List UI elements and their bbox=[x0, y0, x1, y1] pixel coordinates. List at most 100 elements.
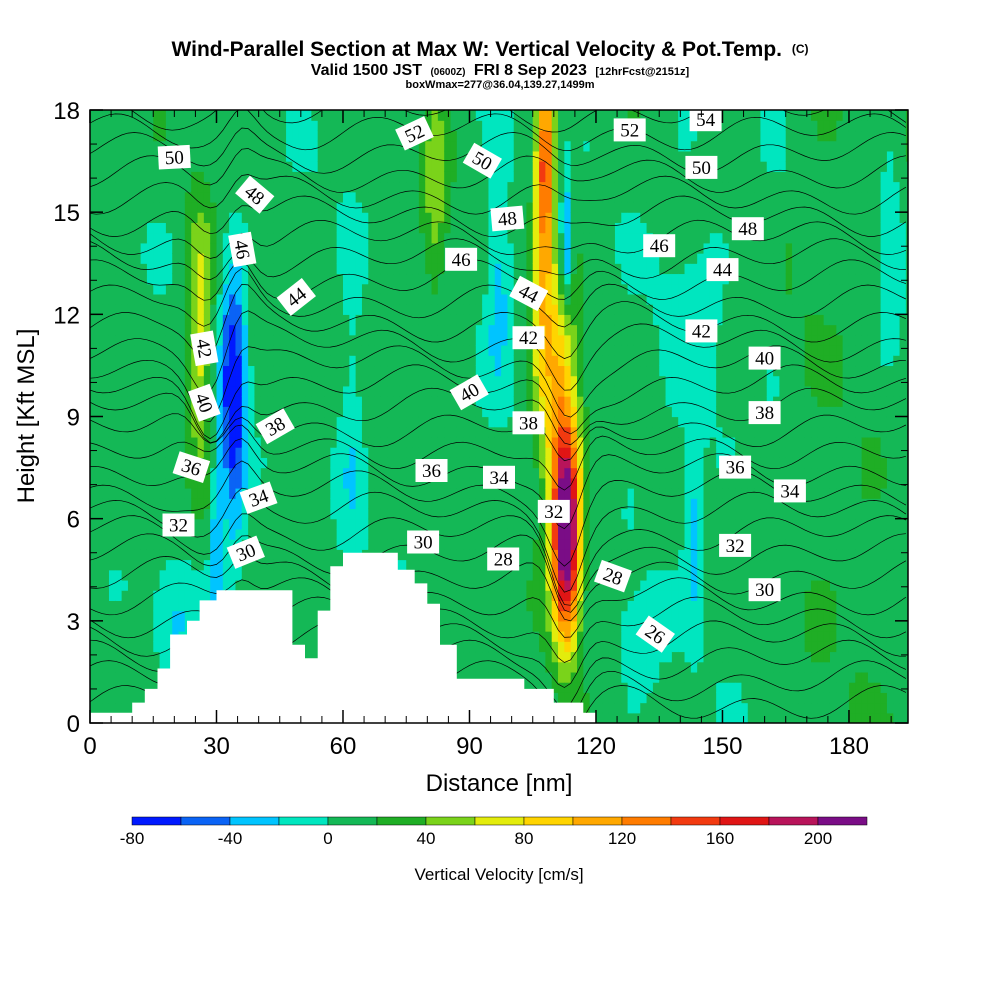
velocity-cell bbox=[526, 201, 534, 213]
velocity-cell bbox=[564, 375, 572, 387]
velocity-cell bbox=[355, 150, 363, 162]
velocity-cell bbox=[361, 488, 369, 499]
velocity-cell bbox=[482, 569, 490, 581]
velocity-cell bbox=[532, 263, 540, 275]
velocity-cell bbox=[273, 140, 281, 152]
velocity-cell bbox=[197, 181, 205, 193]
velocity-cell bbox=[178, 130, 186, 142]
velocity-cell bbox=[108, 467, 116, 479]
velocity-cell bbox=[279, 242, 287, 254]
velocity-cell bbox=[488, 498, 496, 510]
velocity-cell bbox=[589, 631, 597, 642]
velocity-cell bbox=[589, 253, 597, 264]
velocity-cell bbox=[488, 120, 496, 132]
velocity-cell bbox=[532, 579, 540, 591]
velocity-cell bbox=[134, 375, 142, 387]
velocity-cell bbox=[210, 273, 218, 285]
velocity-cell bbox=[96, 385, 104, 397]
velocity-cell bbox=[463, 344, 471, 356]
velocity-cell bbox=[463, 191, 471, 203]
velocity-cell bbox=[146, 365, 154, 377]
velocity-cell bbox=[475, 171, 483, 183]
velocity-cell bbox=[96, 324, 104, 336]
velocity-cell bbox=[583, 702, 591, 714]
velocity-cell bbox=[184, 355, 192, 367]
velocity-cell bbox=[608, 590, 616, 601]
velocity-cell bbox=[425, 344, 433, 356]
velocity-cell bbox=[494, 181, 502, 193]
velocity-cell bbox=[463, 324, 471, 336]
velocity-cell bbox=[551, 559, 559, 571]
velocity-cell bbox=[444, 314, 452, 326]
velocity-cell bbox=[412, 385, 420, 397]
velocity-cell bbox=[406, 283, 414, 295]
velocity-cell bbox=[450, 181, 458, 193]
velocity-cell bbox=[545, 590, 553, 601]
velocity-cell bbox=[583, 304, 591, 315]
velocity-cell bbox=[127, 651, 135, 663]
velocity-cell bbox=[146, 263, 154, 275]
velocity-cell bbox=[475, 273, 483, 285]
velocity-cell bbox=[121, 365, 129, 377]
velocity-cell bbox=[425, 447, 433, 458]
velocity-cell bbox=[292, 426, 300, 438]
velocity-cell bbox=[488, 304, 496, 315]
velocity-cell bbox=[526, 528, 534, 540]
velocity-cell bbox=[134, 539, 142, 550]
velocity-cell bbox=[102, 120, 110, 132]
velocity-cell bbox=[520, 610, 528, 622]
velocity-cell bbox=[349, 140, 357, 152]
velocity-cell bbox=[520, 304, 528, 315]
velocity-cell bbox=[602, 120, 610, 132]
velocity-cell bbox=[387, 385, 395, 397]
velocity-cell bbox=[374, 314, 382, 326]
velocity-cell bbox=[539, 171, 546, 183]
velocity-cell bbox=[153, 375, 161, 387]
velocity-cell bbox=[134, 344, 142, 356]
velocity-cell bbox=[602, 232, 610, 244]
velocity-cell bbox=[570, 232, 578, 244]
velocity-cell bbox=[437, 232, 445, 244]
velocity-cell bbox=[526, 130, 534, 142]
velocity-cell bbox=[399, 171, 407, 183]
velocity-cell bbox=[172, 293, 180, 305]
velocity-cell bbox=[165, 426, 173, 438]
velocity-cell bbox=[108, 508, 116, 520]
velocity-cell bbox=[254, 396, 262, 407]
velocity-cell bbox=[115, 365, 123, 377]
velocity-cell bbox=[501, 273, 509, 285]
velocity-cell bbox=[121, 181, 129, 193]
velocity-cell bbox=[210, 508, 218, 520]
velocity-cell bbox=[102, 610, 110, 622]
velocity-cell bbox=[545, 110, 553, 121]
velocity-cell bbox=[153, 488, 161, 499]
velocity-cell bbox=[235, 130, 243, 142]
velocity-cell bbox=[342, 242, 350, 254]
velocity-cell bbox=[577, 161, 584, 172]
velocity-cell bbox=[469, 232, 477, 244]
velocity-cell bbox=[210, 171, 218, 183]
velocity-cell bbox=[425, 334, 433, 346]
velocity-cell bbox=[90, 283, 97, 295]
velocity-cell bbox=[273, 488, 281, 499]
velocity-cell bbox=[203, 232, 211, 244]
velocity-cell bbox=[450, 314, 458, 326]
velocity-cell bbox=[203, 365, 211, 377]
velocity-cell bbox=[368, 201, 376, 213]
velocity-cell bbox=[178, 385, 186, 397]
velocity-cell bbox=[520, 375, 528, 387]
velocity-cell bbox=[412, 416, 420, 428]
velocity-cell bbox=[368, 273, 376, 285]
velocity-cell bbox=[153, 590, 161, 601]
velocity-cell bbox=[222, 130, 230, 142]
velocity-cell bbox=[197, 518, 205, 530]
velocity-cell bbox=[513, 488, 521, 499]
velocity-cell bbox=[399, 365, 407, 377]
velocity-cell bbox=[526, 355, 534, 367]
velocity-cell bbox=[355, 161, 363, 172]
velocity-cell bbox=[361, 344, 369, 356]
velocity-cell bbox=[279, 171, 287, 183]
velocity-cell bbox=[463, 631, 471, 642]
velocity-cell bbox=[488, 457, 496, 469]
